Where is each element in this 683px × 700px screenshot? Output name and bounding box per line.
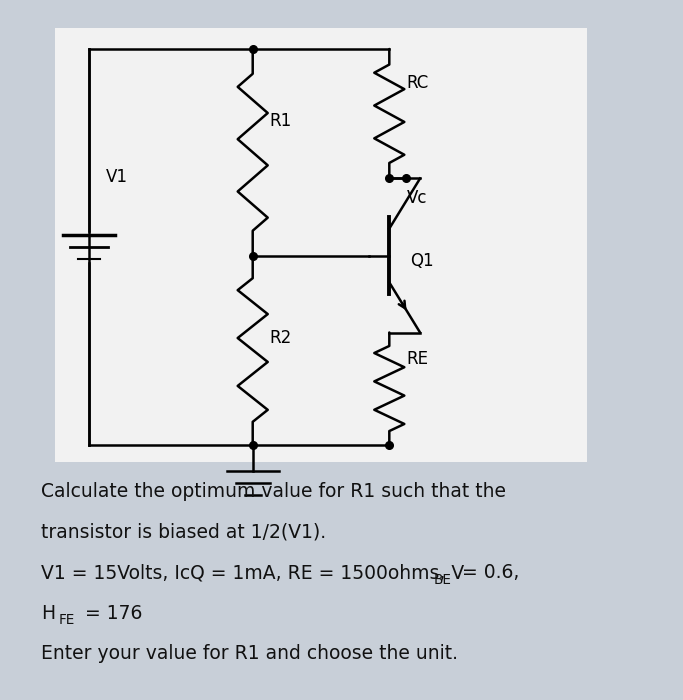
Text: RE: RE xyxy=(406,350,428,368)
Text: = 176: = 176 xyxy=(79,604,142,623)
Text: Q1: Q1 xyxy=(410,252,434,270)
Text: R1: R1 xyxy=(270,112,292,130)
Text: Vc: Vc xyxy=(406,189,427,207)
Text: RC: RC xyxy=(406,74,429,92)
Text: FE: FE xyxy=(59,613,75,627)
Text: Enter your value for R1 and choose the unit.: Enter your value for R1 and choose the u… xyxy=(41,645,458,664)
Bar xyxy=(55,28,587,462)
Text: BE: BE xyxy=(434,573,451,587)
Text: V1: V1 xyxy=(106,168,128,186)
Text: R2: R2 xyxy=(270,329,292,347)
Text: Calculate the optimum value for R1 such that the: Calculate the optimum value for R1 such … xyxy=(41,482,506,501)
Text: V1 = 15Volts, IcQ = 1mA, RE = 1500ohms, V: V1 = 15Volts, IcQ = 1mA, RE = 1500ohms, … xyxy=(41,564,464,582)
Text: = 0.6,: = 0.6, xyxy=(456,564,520,582)
Text: H: H xyxy=(41,604,55,623)
Text: transistor is biased at 1/2(V1).: transistor is biased at 1/2(V1). xyxy=(41,523,326,542)
